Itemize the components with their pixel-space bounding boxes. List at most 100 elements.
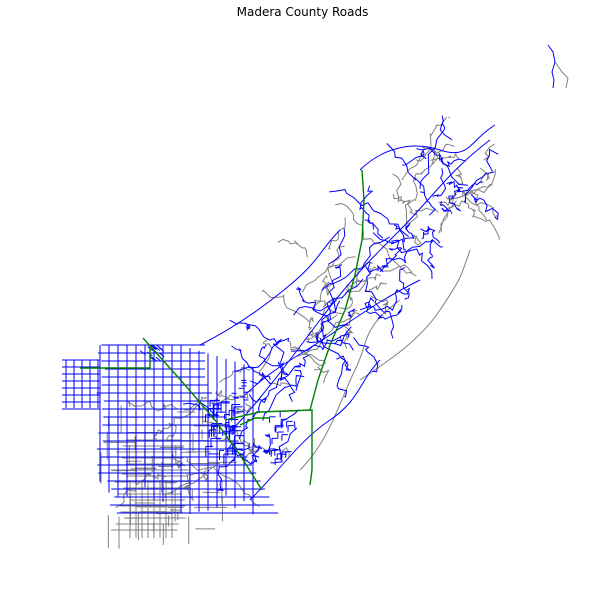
collector-road bbox=[353, 337, 379, 373]
local-road bbox=[343, 330, 354, 349]
local-road bbox=[314, 299, 344, 314]
collector-road bbox=[547, 44, 556, 89]
highway-41 bbox=[309, 169, 365, 411]
collector-road bbox=[296, 286, 349, 328]
collector-road bbox=[333, 326, 352, 347]
collector-road bbox=[294, 369, 302, 391]
collector-road bbox=[151, 344, 158, 350]
local-road bbox=[393, 194, 417, 216]
local-road bbox=[369, 266, 389, 273]
collector-road bbox=[139, 350, 146, 356]
local-road bbox=[307, 316, 314, 331]
collector-road bbox=[291, 333, 350, 352]
local-road bbox=[297, 312, 360, 357]
local-road bbox=[463, 190, 498, 219]
collector-road bbox=[238, 365, 300, 440]
highway-99 bbox=[142, 337, 263, 491]
collector-roads-layer bbox=[62, 44, 556, 515]
highway-152 bbox=[80, 345, 151, 369]
local-road bbox=[411, 234, 422, 246]
collector-road bbox=[365, 264, 384, 273]
local-road bbox=[364, 281, 388, 292]
collector-road bbox=[486, 148, 499, 172]
collector-road bbox=[229, 442, 258, 465]
local-road bbox=[299, 299, 401, 471]
local-road bbox=[322, 309, 338, 323]
collector-road bbox=[270, 421, 298, 464]
local-road bbox=[301, 256, 356, 292]
collector-road bbox=[420, 228, 440, 244]
collector-road bbox=[420, 191, 436, 216]
local-road bbox=[404, 171, 423, 229]
collector-road bbox=[463, 171, 495, 204]
collector-road bbox=[402, 149, 427, 166]
collector-road bbox=[386, 143, 426, 195]
highways-layer bbox=[80, 169, 365, 491]
collector-road bbox=[336, 355, 352, 371]
local-road bbox=[401, 116, 448, 181]
local-road bbox=[186, 456, 260, 507]
local-road bbox=[450, 200, 487, 223]
collector-road bbox=[347, 308, 356, 319]
collector-road bbox=[231, 139, 491, 431]
collector-road bbox=[419, 123, 446, 189]
local-road bbox=[392, 173, 402, 203]
collector-road bbox=[364, 219, 384, 239]
collector-road bbox=[377, 305, 403, 320]
collector-road bbox=[359, 287, 411, 312]
collector-road bbox=[154, 346, 161, 351]
local-road bbox=[438, 169, 496, 207]
collector-road bbox=[156, 344, 163, 350]
collector-road bbox=[416, 147, 469, 186]
collector-road bbox=[234, 339, 281, 373]
collector-road bbox=[249, 359, 381, 501]
local-road bbox=[234, 402, 252, 415]
collector-road bbox=[327, 228, 346, 265]
collector-road bbox=[280, 409, 300, 429]
local-road bbox=[324, 245, 345, 296]
collector-road bbox=[329, 189, 410, 237]
local-road bbox=[184, 396, 207, 411]
local-road bbox=[268, 382, 291, 387]
collector-road bbox=[381, 247, 403, 267]
collector-road bbox=[155, 356, 162, 362]
local-road bbox=[430, 152, 460, 161]
local-road bbox=[312, 281, 330, 310]
collector-road bbox=[217, 442, 250, 491]
local-road bbox=[291, 346, 327, 367]
local-road bbox=[448, 116, 451, 119]
local-road bbox=[370, 295, 390, 315]
collector-road bbox=[379, 239, 443, 273]
highway-145 bbox=[224, 409, 313, 486]
collector-road bbox=[262, 433, 271, 455]
local-road bbox=[243, 447, 261, 464]
collector-road bbox=[151, 356, 157, 362]
local-road bbox=[287, 340, 325, 362]
local-road bbox=[359, 249, 471, 381]
collector-road bbox=[438, 153, 467, 168]
local-road bbox=[420, 143, 455, 175]
collector-road bbox=[244, 279, 421, 396]
collector-road bbox=[427, 239, 435, 269]
collector-road bbox=[399, 266, 410, 300]
collector-road bbox=[319, 337, 348, 398]
local-road bbox=[314, 366, 330, 384]
collector-road bbox=[439, 201, 453, 214]
collector-road bbox=[432, 168, 447, 197]
collector-road bbox=[199, 229, 341, 346]
local-road bbox=[338, 279, 367, 310]
local-road bbox=[258, 338, 273, 377]
highway-spur bbox=[239, 417, 270, 426]
local-road bbox=[554, 61, 569, 89]
local-road bbox=[115, 472, 166, 508]
local-road bbox=[483, 143, 495, 161]
collector-road bbox=[470, 194, 499, 221]
collector-road bbox=[150, 344, 156, 350]
collector-road bbox=[372, 232, 433, 279]
local-road bbox=[421, 146, 436, 165]
collector-road bbox=[258, 344, 280, 367]
local-road bbox=[127, 400, 178, 412]
local-road bbox=[356, 273, 381, 283]
local-road bbox=[277, 238, 308, 258]
